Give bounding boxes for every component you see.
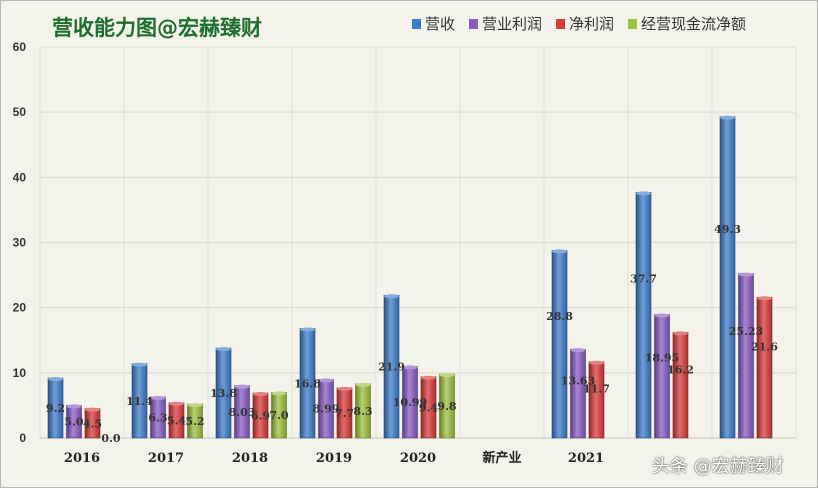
data-label: 7.7 xyxy=(335,407,354,420)
legend-swatch-revenue xyxy=(412,18,421,29)
bar xyxy=(551,250,568,439)
bar-cap xyxy=(757,296,772,301)
data-label: 21.9 xyxy=(378,361,405,374)
bar-cap xyxy=(552,249,567,254)
data-label: 5.4 xyxy=(167,414,186,427)
x-tick-label: 新产业 xyxy=(482,450,521,466)
legend-swatch-operating-cash-flow xyxy=(628,18,638,29)
bar-cap xyxy=(85,407,100,412)
data-label: 13.8 xyxy=(210,387,237,400)
data-label: 9.2 xyxy=(46,402,65,415)
bar-cap xyxy=(132,362,147,367)
data-label: 8.03 xyxy=(229,406,256,419)
data-label: 37.7 xyxy=(630,272,657,285)
bar-cap xyxy=(589,360,604,365)
bar-cap xyxy=(150,395,166,400)
x-tick-label: 2020 xyxy=(400,451,436,466)
bar-cap xyxy=(66,404,82,409)
legend-label-revenue: 营收 xyxy=(425,15,456,33)
y-tick-label: 0 xyxy=(19,431,26,445)
legend-swatch-operating-profit xyxy=(469,18,479,29)
data-label: 10.99 xyxy=(393,396,427,409)
bar xyxy=(588,361,605,439)
x-tick-label: 2021 xyxy=(568,451,604,466)
bar-cap xyxy=(48,377,63,382)
legend-label-net-profit: 净利润 xyxy=(569,15,615,33)
data-label: 5.2 xyxy=(185,415,204,428)
bar-cap xyxy=(300,327,315,332)
bar-cap xyxy=(720,115,735,120)
data-label: 18.95 xyxy=(645,352,679,365)
bar xyxy=(635,192,652,439)
bar-cap xyxy=(402,365,418,370)
bar-cap xyxy=(337,386,352,391)
y-tick-label: 50 xyxy=(13,105,27,119)
y-tick-label: 60 xyxy=(13,40,27,54)
legend-item-operating-profit: 营业利润 xyxy=(469,13,542,34)
data-label: 11.4 xyxy=(126,395,153,408)
bar-cap xyxy=(673,331,688,336)
data-label: 21.6 xyxy=(751,341,778,354)
axes: 0 10 20 30 40 50 60 2016 2017 2018 2019 2020 新产业 2021 xyxy=(13,40,796,466)
bar-cap xyxy=(216,347,231,352)
data-label: 5.0 xyxy=(64,416,83,429)
data-label: 9.4 xyxy=(419,401,438,414)
bar xyxy=(756,296,773,439)
data-label: 16.8 xyxy=(294,377,321,390)
legend: 营收 营业利润 净利润 经营现金流净额 xyxy=(412,13,746,34)
legend-item-net-profit: 净利润 xyxy=(556,13,614,34)
data-label: 8.3 xyxy=(353,405,372,418)
x-tick-label: 2019 xyxy=(316,451,352,466)
bar xyxy=(672,332,689,439)
bars xyxy=(47,115,773,439)
bar-cap xyxy=(654,313,670,318)
bar-cap xyxy=(355,382,371,387)
bar-cap xyxy=(234,384,250,389)
data-label: 9.8 xyxy=(437,400,456,413)
bar-cap xyxy=(421,375,436,380)
bar-cap xyxy=(738,272,754,277)
bar xyxy=(719,116,736,439)
data-label: 16.2 xyxy=(667,363,694,376)
x-tick-label: 2017 xyxy=(148,451,184,466)
watermark: 头条 @宏赫臻财 xyxy=(652,456,784,477)
data-label: 4.5 xyxy=(83,417,102,430)
y-tick-label: 20 xyxy=(13,301,27,315)
bar-cap xyxy=(169,401,184,406)
data-label: 7.0 xyxy=(269,409,288,422)
y-tick-label: 40 xyxy=(13,170,27,184)
legend-label-operating-cash-flow: 经营现金流净额 xyxy=(641,15,747,33)
x-tick-label: 2018 xyxy=(232,451,268,466)
data-labels: 9.25.0 4.5 0.0 11.4 6.3 5.4 5.2 13.8 8.036.9 7.0 1… xyxy=(46,223,778,445)
bar-cap xyxy=(384,294,399,299)
chart-title: 营收能力图@宏赫臻财 xyxy=(52,16,262,40)
legend-item-operating-cash-flow: 经营现金流净额 xyxy=(628,13,746,34)
data-label: 13.63 xyxy=(561,374,595,387)
bar xyxy=(738,273,754,439)
bar-cap xyxy=(636,191,651,196)
bar-cap xyxy=(439,373,455,378)
legend-label-operating-profit: 营业利润 xyxy=(482,15,543,33)
bar-cap xyxy=(570,348,586,353)
data-label: 8.99 xyxy=(313,403,340,416)
data-label: 0.0 xyxy=(101,432,120,445)
data-label: 28.8 xyxy=(546,310,573,323)
legend-item-revenue: 营收 xyxy=(412,13,455,34)
bar-cap xyxy=(187,403,203,408)
bar-cap xyxy=(271,391,287,396)
bar-cap xyxy=(253,392,268,397)
x-tick-label: 2016 xyxy=(64,451,100,466)
data-label: 49.3 xyxy=(714,223,741,236)
legend-swatch-net-profit xyxy=(556,18,566,29)
data-label: 6.9 xyxy=(251,410,270,423)
y-tick-label: 10 xyxy=(13,366,27,380)
bar-cap xyxy=(318,378,334,383)
y-tick-label: 30 xyxy=(13,236,27,250)
data-label: 6.3 xyxy=(148,411,167,424)
data-label: 11.7 xyxy=(583,382,610,395)
data-label: 25.23 xyxy=(729,325,763,338)
